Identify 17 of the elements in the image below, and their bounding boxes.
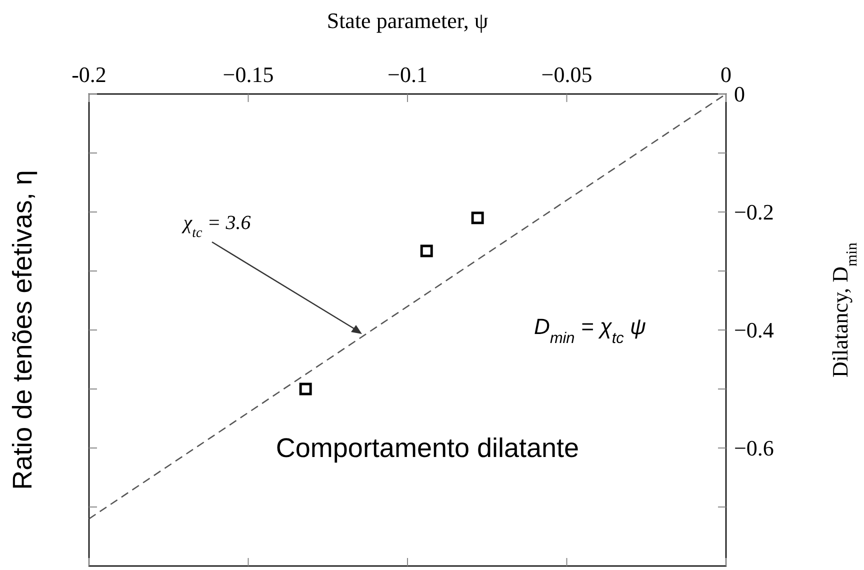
x-tick-label: −0.1 <box>388 62 428 87</box>
point <box>471 212 484 224</box>
annotation: χ$_{tc}$ = 3.6 <box>181 212 251 240</box>
point <box>299 382 312 396</box>
x-tick-label: −0.05 <box>541 62 592 87</box>
annotation: D$_{min}$ = χ$_{tc}$ ψ <box>534 314 646 346</box>
y2-tick-label: −0.4 <box>734 318 774 343</box>
point <box>420 244 433 258</box>
annotation: Comportamento dilatante <box>276 433 580 463</box>
x-tick-label: -0.2 <box>72 62 106 87</box>
x-axis-title: State parameter, ψ <box>326 8 488 33</box>
y2-tick-label: −0.2 <box>734 200 774 225</box>
x-tick-label: 0 <box>720 62 732 87</box>
y2-tick-label: 0 <box>734 82 745 107</box>
y2-tick-label: −0.6 <box>734 436 774 461</box>
y-axis-title: Ratio de tenões efetivas, η <box>7 170 38 490</box>
x-tick-label: −0.15 <box>222 62 274 87</box>
